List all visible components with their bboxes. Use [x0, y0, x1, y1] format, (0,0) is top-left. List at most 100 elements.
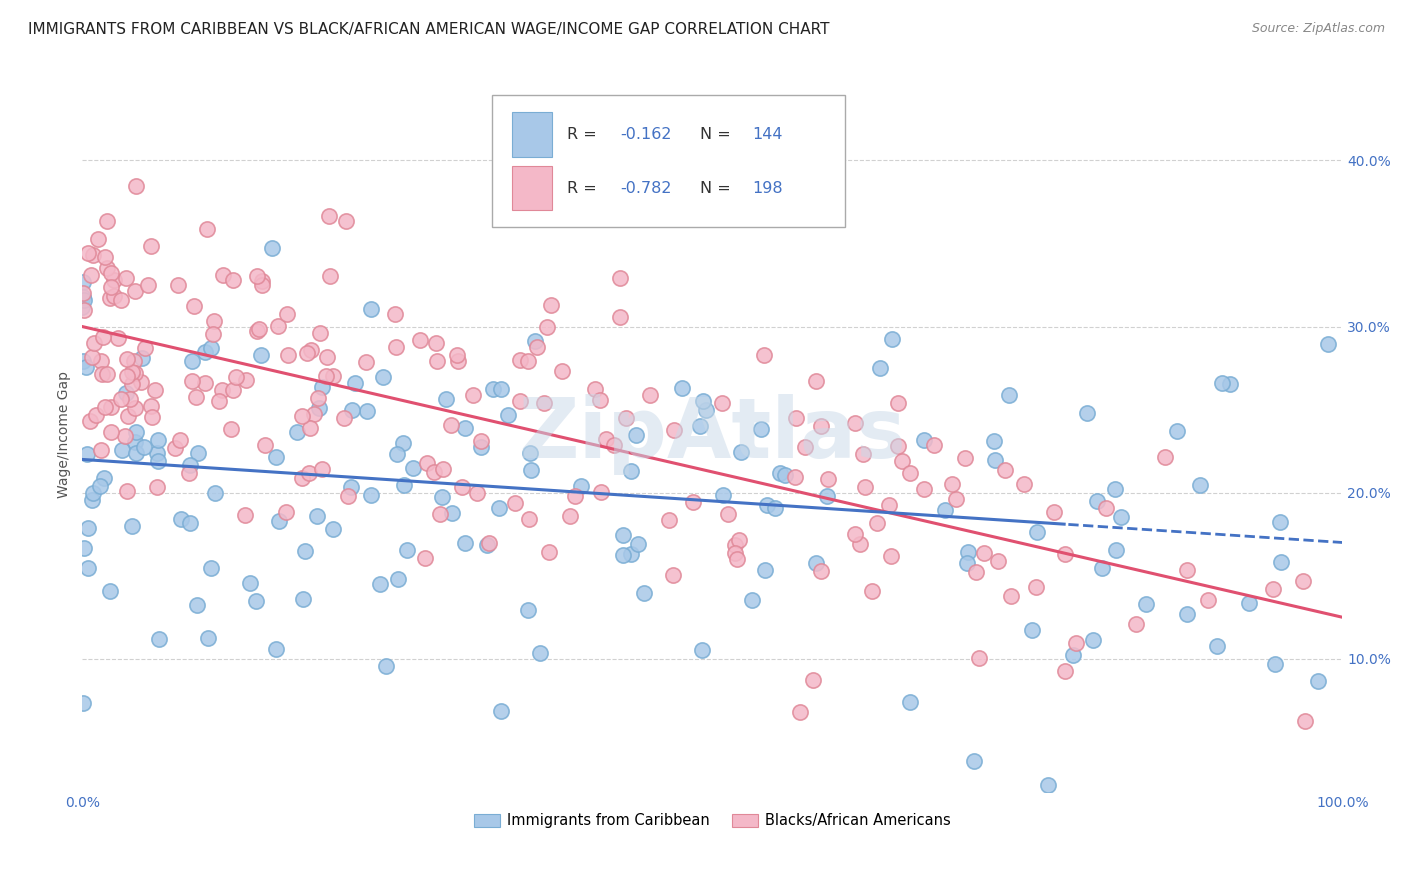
Point	[125, 445, 148, 459]
Point	[292, 592, 315, 607]
Point	[898, 466, 921, 480]
Point	[308, 401, 330, 415]
Point	[208, 394, 231, 409]
Point	[1043, 505, 1066, 519]
Point	[1076, 406, 1098, 420]
Text: -0.162: -0.162	[620, 127, 672, 142]
Point	[392, 477, 415, 491]
Point	[120, 392, 142, 406]
Point	[810, 564, 832, 578]
Point	[711, 488, 734, 502]
Point	[316, 350, 339, 364]
Point	[75, 359, 97, 374]
Text: ZipAtlas: ZipAtlas	[519, 394, 907, 475]
Point	[711, 395, 734, 409]
Point	[360, 488, 382, 502]
Legend: Immigrants from Caribbean, Blacks/African Americans: Immigrants from Caribbean, Blacks/Africa…	[468, 807, 957, 834]
Point	[416, 456, 439, 470]
Point	[517, 353, 540, 368]
Point	[1177, 563, 1199, 577]
Point	[264, 642, 287, 657]
Point	[1000, 589, 1022, 603]
Point	[815, 489, 838, 503]
Point	[1125, 616, 1147, 631]
Point	[1237, 596, 1260, 610]
Point	[1166, 424, 1188, 438]
Point	[387, 572, 409, 586]
Point	[264, 450, 287, 464]
Point	[769, 466, 792, 480]
Point	[121, 377, 143, 392]
Point	[385, 340, 408, 354]
Point	[564, 489, 586, 503]
Point	[298, 421, 321, 435]
Point	[225, 369, 247, 384]
Point	[267, 319, 290, 334]
Point	[1053, 665, 1076, 679]
Point	[488, 501, 510, 516]
Point	[489, 705, 512, 719]
Point	[1205, 639, 1227, 653]
Point	[912, 482, 935, 496]
Point	[125, 179, 148, 194]
Text: 198: 198	[752, 181, 783, 195]
Point	[76, 447, 98, 461]
Point	[100, 400, 122, 414]
Point	[114, 386, 136, 401]
Point	[333, 410, 356, 425]
Point	[117, 409, 139, 423]
Point	[254, 438, 277, 452]
Point	[533, 395, 555, 409]
Point	[1026, 525, 1049, 540]
Point	[773, 467, 796, 482]
FancyBboxPatch shape	[512, 166, 553, 211]
Point	[1054, 548, 1077, 562]
Point	[446, 348, 468, 362]
Point	[717, 508, 740, 522]
Point	[1021, 623, 1043, 637]
Point	[238, 575, 260, 590]
Point	[90, 354, 112, 368]
Point	[1268, 516, 1291, 530]
Point	[439, 418, 461, 433]
Point	[141, 239, 163, 253]
Point	[200, 341, 222, 355]
Point	[84, 408, 107, 422]
Point	[478, 536, 501, 550]
Point	[110, 293, 132, 308]
Point	[72, 300, 94, 314]
Point	[285, 425, 308, 439]
Point	[343, 376, 366, 391]
Point	[402, 460, 425, 475]
Point	[891, 454, 914, 468]
Text: 144: 144	[752, 127, 783, 142]
Point	[941, 477, 963, 491]
Point	[1104, 542, 1126, 557]
Point	[804, 556, 827, 570]
Point	[1264, 657, 1286, 671]
Point	[83, 335, 105, 350]
Point	[482, 382, 505, 396]
Point	[415, 551, 437, 566]
Point	[852, 448, 875, 462]
Point	[633, 586, 655, 600]
Point	[451, 479, 474, 493]
Point	[994, 463, 1017, 477]
Point	[1135, 597, 1157, 611]
Point	[98, 584, 121, 599]
Point	[202, 314, 225, 328]
Text: N =: N =	[700, 127, 735, 142]
Point	[423, 465, 446, 479]
Point	[260, 241, 283, 255]
Point	[72, 696, 94, 710]
Point	[887, 396, 910, 410]
Point	[194, 344, 217, 359]
Point	[134, 341, 156, 355]
Point	[311, 461, 333, 475]
Point	[801, 673, 824, 688]
Point	[595, 432, 617, 446]
Point	[276, 307, 298, 321]
Point	[100, 280, 122, 294]
Text: Source: ZipAtlas.com: Source: ZipAtlas.com	[1251, 22, 1385, 36]
Point	[853, 480, 876, 494]
